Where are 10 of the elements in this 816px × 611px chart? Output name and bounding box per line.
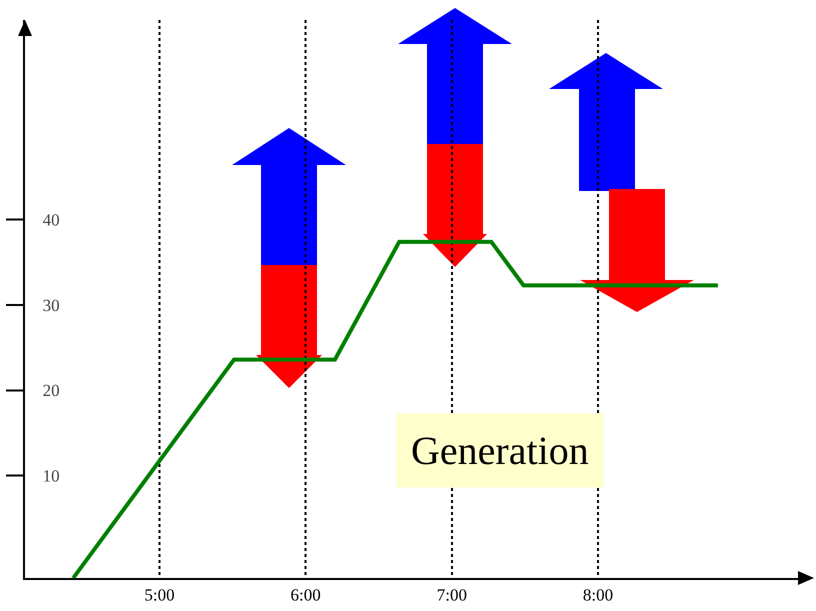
y-tick-label: 40 [42,210,60,230]
x-tick-label: 8:00 [582,585,614,604]
x-tick-label: 6:00 [290,585,321,604]
annotation: Generation [411,428,589,473]
line-series [71,240,720,578]
y-tick-label: 10 [42,466,60,486]
x-tick-label: 5:00 [144,585,175,604]
x-tick-label: 7:00 [436,585,467,604]
y-tick-label: 30 [42,296,60,315]
y-tick-label: 20 [42,381,60,400]
